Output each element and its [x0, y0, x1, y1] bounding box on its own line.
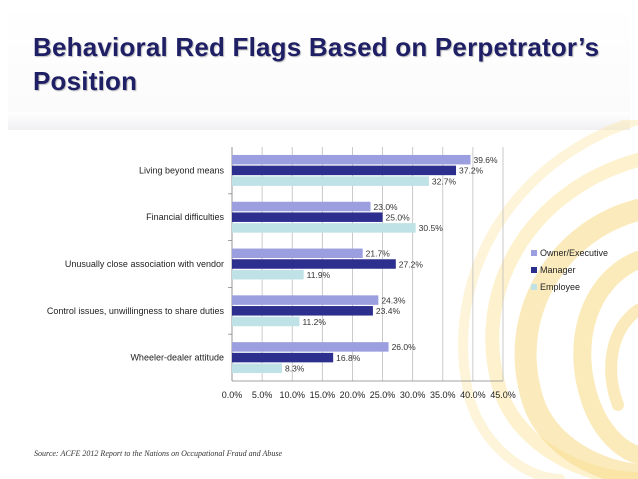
data-label: 32.7% — [432, 176, 457, 186]
decorative-swirl — [458, 120, 638, 479]
x-tick-label: 20.0% — [340, 390, 366, 400]
bar-employee — [232, 316, 300, 327]
data-label: 37.2% — [459, 166, 484, 176]
data-label: 25.0% — [386, 212, 411, 222]
bar-manager — [232, 306, 373, 316]
x-tick-label: 10.0% — [279, 390, 305, 400]
bar-owner-executive — [232, 201, 371, 212]
bar-owner-executive — [232, 154, 471, 165]
legend-label: Manager — [540, 265, 576, 275]
category-label: Living beyond means — [139, 165, 225, 175]
data-label: 8.3% — [285, 364, 305, 374]
category-label: Control issues, unwillingness to share d… — [47, 306, 225, 316]
bar-manager — [232, 352, 334, 363]
legend-swatch — [531, 250, 537, 256]
title-bar-shadow — [8, 112, 630, 130]
data-label: 11.9% — [307, 270, 331, 280]
page-title: Behavioral Red Flags Based on Perpetrato… — [33, 32, 600, 96]
data-label: 23.0% — [374, 202, 399, 212]
legend-label: Employee — [540, 282, 580, 292]
bar-employee — [232, 223, 416, 233]
x-tick-label: 0.0% — [222, 390, 243, 400]
bar-owner-executive — [232, 248, 363, 259]
data-label: 24.3% — [381, 295, 406, 305]
x-tick-label: 30.0% — [400, 390, 426, 400]
title-bar — [8, 4, 630, 130]
data-label: 27.2% — [399, 259, 424, 269]
bar-employee — [232, 363, 282, 374]
data-label: 11.2% — [302, 317, 326, 327]
bar-manager — [232, 212, 383, 222]
legend-label: Owner/Executive — [540, 248, 608, 258]
source-note: Source: ACFE 2012 Report to the Nations … — [34, 449, 283, 458]
legend-swatch — [531, 284, 537, 290]
bar-employee — [232, 269, 304, 280]
data-label: 21.7% — [366, 249, 391, 259]
bar-owner-executive — [232, 342, 389, 352]
data-label: 26.0% — [392, 342, 417, 352]
category-label: Financial difficulties — [146, 212, 224, 222]
x-tick-label: 45.0% — [490, 390, 516, 400]
x-tick-label: 40.0% — [460, 390, 486, 400]
legend-swatch — [531, 267, 537, 273]
category-label: Wheeler-dealer attitude — [130, 353, 224, 363]
bar-manager — [232, 165, 457, 176]
data-label: 23.4% — [376, 306, 401, 316]
bar-owner-executive — [232, 295, 379, 305]
x-tick-label: 5.0% — [252, 390, 273, 400]
x-tick-label: 25.0% — [370, 390, 396, 400]
bar-employee — [232, 176, 429, 186]
bar-manager — [232, 259, 396, 269]
data-label: 39.6% — [473, 155, 498, 165]
data-label: 16.8% — [336, 353, 361, 363]
data-label: 30.5% — [419, 223, 444, 233]
x-tick-label: 15.0% — [310, 390, 336, 400]
category-label: Unusually close association with vendor — [65, 259, 224, 269]
x-tick-label: 35.0% — [430, 390, 456, 400]
